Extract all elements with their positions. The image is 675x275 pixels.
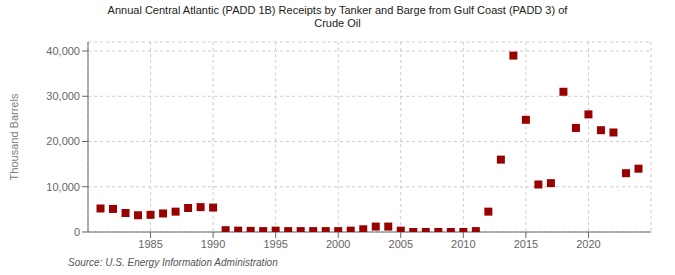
- svg-text:1995: 1995: [263, 238, 287, 250]
- svg-text:30,000: 30,000: [46, 90, 80, 102]
- svg-text:10,000: 10,000: [46, 181, 80, 193]
- svg-text:2020: 2020: [576, 238, 600, 250]
- svg-text:2005: 2005: [389, 238, 413, 250]
- svg-text:2015: 2015: [514, 238, 538, 250]
- svg-text:2000: 2000: [326, 238, 350, 250]
- svg-text:40,000: 40,000: [46, 45, 80, 57]
- svg-text:2010: 2010: [451, 238, 475, 250]
- svg-text:0: 0: [74, 226, 80, 238]
- html-text:Source: U.S. Energy Informatio: Source: U.S. Energy Information Administ…: [68, 257, 278, 268]
- svg-text:20,000: 20,000: [46, 135, 80, 147]
- html-text:Annual Central Atlantic (PADD: Annual Central Atlantic (PADD 1B) Receip…: [107, 4, 568, 16]
- svg-text:1990: 1990: [201, 238, 225, 250]
- svg-text:1985: 1985: [138, 238, 162, 250]
- svg-text:Thousand Barrels: Thousand Barrels: [8, 93, 20, 180]
- html-text:Crude Oil: Crude Oil: [314, 17, 361, 29]
